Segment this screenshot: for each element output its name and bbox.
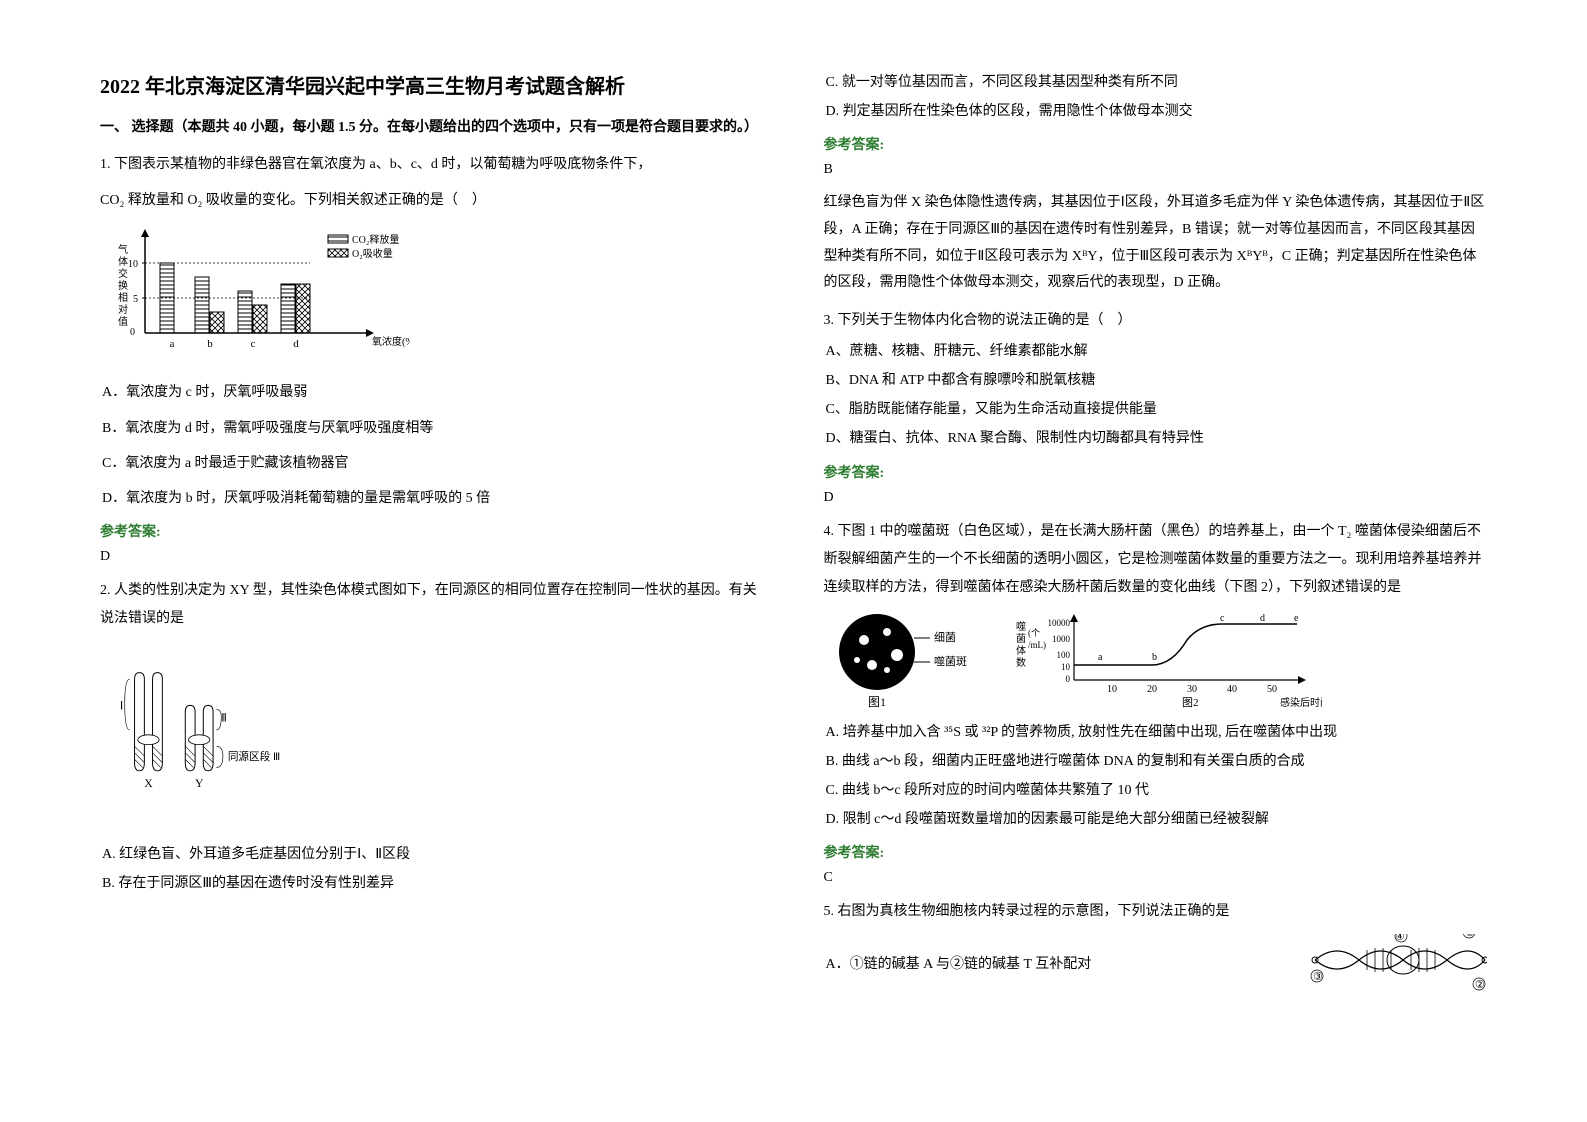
svg-text:图2: 图2 xyxy=(1182,696,1199,709)
svg-text:d: d xyxy=(1260,613,1265,624)
svg-text:CO₂释放量: CO₂释放量 xyxy=(352,233,399,246)
q3-option-c: C、脂肪既能储存能量，又能为生命活动直接提供能量 xyxy=(826,397,1488,422)
svg-text:感染后时间(min): 感染后时间(min) xyxy=(1280,696,1322,709)
q5-row: ① ② ③ ④ A．①链的碱基 A 与②链的碱基 T 互补配对 xyxy=(824,934,1488,994)
svg-text:10: 10 xyxy=(1061,662,1071,672)
svg-text:c: c xyxy=(251,338,256,350)
q2-option-a: A. 红绿色盲、外耳道多毛症基因位分别于Ⅰ、Ⅱ区段 xyxy=(102,842,764,867)
svg-text:100: 100 xyxy=(1056,650,1070,660)
svg-text:20: 20 xyxy=(1147,684,1157,695)
q3-stem: 3. 下列关于生物体内化合物的说法正确的是（ ） xyxy=(824,307,1488,335)
svg-text:10000: 10000 xyxy=(1047,618,1070,628)
svg-text:40: 40 xyxy=(1227,684,1237,695)
svg-text:/mL): /mL) xyxy=(1028,640,1046,650)
svg-text:气: 气 xyxy=(118,243,128,256)
q3-option-d: D、糖蛋白、抗体、RNA 聚合酶、限制性内切酶都具有特异性 xyxy=(826,426,1488,451)
q3-answer: D xyxy=(824,490,1488,506)
q2-option-d: D. 判定基因所在性染色体的区段，需用隐性个体做母本测交 xyxy=(826,99,1488,124)
svg-text:噬菌斑: 噬菌斑 xyxy=(934,654,967,668)
svg-text:噬: 噬 xyxy=(1016,620,1026,633)
svg-text:菌: 菌 xyxy=(1016,633,1026,645)
svg-text:O₂吸收量: O₂吸收量 xyxy=(352,247,393,260)
svg-text:5: 5 xyxy=(133,294,138,305)
page-columns: 2022 年北京海淀区清华园兴起中学高三生物月考试题含解析 一、 选择题（本题共… xyxy=(100,70,1487,994)
q5-stem: 5. 右图为真核生物细胞核内转录过程的示意图，下列说法正确的是 xyxy=(824,898,1488,926)
q1-chart: 10 5 气 体 交 换 相 对 值 0 a xyxy=(110,223,764,368)
q3-option-b: B、DNA 和 ATP 中都含有腺嘌呤和脱氧核糖 xyxy=(826,368,1488,393)
q4-option-d: D. 限制 c～d 段噬菌斑数量增加的因素最可能是绝大部分细菌已经被裂解 xyxy=(826,807,1488,832)
svg-text:b: b xyxy=(207,338,213,350)
right-column: C. 就一对等位基因而言，不同区段其基因型种类有所不同 D. 判定基因所在性染色… xyxy=(824,70,1488,994)
q1-stem-line2: CO₂ 释放量和 O₂ 吸收量的变化。下列相关叙述正确的是（ ） xyxy=(100,187,764,215)
q5-figure: ① ② ③ ④ xyxy=(1307,934,1487,994)
q1-answer: D xyxy=(100,549,764,565)
q4-option-a: A. 培养基中加入含 ³⁵S 或 ³²P 的营养物质, 放射性先在细菌中出现, … xyxy=(826,720,1488,745)
svg-text:X: X xyxy=(144,778,153,790)
svg-text:c: c xyxy=(1220,613,1225,624)
q2-option-c: C. 就一对等位基因而言，不同区段其基因型种类有所不同 xyxy=(826,70,1488,95)
left-column: 2022 年北京海淀区清华园兴起中学高三生物月考试题含解析 一、 选择题（本题共… xyxy=(100,70,764,994)
q2-diagram: Ⅰ Ⅱ 同源区段 Ⅲ X Y xyxy=(110,641,764,830)
svg-text:10: 10 xyxy=(1107,684,1117,695)
svg-text:0: 0 xyxy=(1065,674,1070,684)
svg-text:d: d xyxy=(293,338,299,350)
q1-option-c: C．氧浓度为 a 时最适于贮藏该植物器官 xyxy=(102,451,764,476)
q4-answer-label: 参考答案: xyxy=(824,842,1488,862)
svg-text:a: a xyxy=(1098,652,1103,663)
q2-stem: 2. 人类的性别决定为 XY 型，其性染色体模式图如下，在同源区的相同位置存在控… xyxy=(100,577,764,633)
svg-text:0: 0 xyxy=(130,327,135,338)
svg-text:数: 数 xyxy=(1016,656,1026,669)
svg-text:1000: 1000 xyxy=(1052,634,1071,644)
q3-option-a: A、蔗糖、核糖、肝糖元、纤维素都能水解 xyxy=(826,339,1488,364)
q1-option-b: B．氧浓度为 d 时，需氧呼吸强度与厌氧呼吸强度相等 xyxy=(102,416,764,441)
q1-option-a: A．氧浓度为 c 时，厌氧呼吸最弱 xyxy=(102,380,764,405)
svg-text:细菌: 细菌 xyxy=(934,631,956,644)
svg-text:Y: Y xyxy=(195,778,203,790)
svg-text:e: e xyxy=(1294,613,1299,624)
q1-answer-label: 参考答案: xyxy=(100,521,764,541)
svg-text:30: 30 xyxy=(1187,684,1197,695)
svg-text:交: 交 xyxy=(118,267,128,280)
q2-answer-label: 参考答案: xyxy=(824,134,1488,154)
q2-answer: B xyxy=(824,162,1488,178)
svg-text:a: a xyxy=(170,338,175,350)
svg-text:体: 体 xyxy=(118,256,128,268)
svg-text:同源区段 Ⅲ: 同源区段 Ⅲ xyxy=(228,750,280,763)
svg-text:10: 10 xyxy=(128,259,138,270)
section-1-heading: 一、 选择题（本题共 40 小题，每小题 1.5 分。在每小题给出的四个选项中，… xyxy=(100,117,764,139)
svg-text:(个: (个 xyxy=(1028,628,1040,638)
q3-answer-label: 参考答案: xyxy=(824,462,1488,482)
q4-figure-1: 细菌 噬菌斑 图1 xyxy=(832,610,982,710)
q1-stem-line1: 1. 下图表示某植物的非绿色器官在氧浓度为 a、b、c、d 时，以葡萄糖为呼吸底… xyxy=(100,151,764,179)
q4-answer: C xyxy=(824,870,1488,886)
q4-figure-2: 10000 1000 100 10 0 噬 菌 体 数 (个 /mL) 10 2… xyxy=(1012,610,1322,710)
q1-option-d: D．氧浓度为 b 时，厌氧呼吸消耗葡萄糖的量是需氧呼吸的 5 倍 xyxy=(102,486,764,511)
svg-text:50: 50 xyxy=(1267,684,1277,695)
svg-text:b: b xyxy=(1152,652,1157,663)
q4-stem: 4. 下图 1 中的噬菌斑（白色区域），是在长满大肠杆菌（黑色）的培养基上，由一… xyxy=(824,518,1488,602)
svg-text:图1: 图1 xyxy=(868,695,886,709)
svg-text:值: 值 xyxy=(118,315,128,328)
q2-option-b: B. 存在于同源区Ⅲ的基因在遗传时没有性别差异 xyxy=(102,871,764,896)
svg-text:体: 体 xyxy=(1016,645,1026,657)
q4-figures: 细菌 噬菌斑 图1 10000 1000 100 10 0 噬 菌 xyxy=(832,610,1488,710)
svg-text:相: 相 xyxy=(118,291,128,304)
svg-text:氧浓度(%): 氧浓度(%) xyxy=(372,335,410,348)
svg-text:Ⅰ: Ⅰ xyxy=(120,701,123,713)
svg-text:Ⅱ: Ⅱ xyxy=(221,713,227,725)
svg-text:对: 对 xyxy=(118,303,128,316)
page-title: 2022 年北京海淀区清华园兴起中学高三生物月考试题含解析 xyxy=(100,70,764,99)
svg-text:换: 换 xyxy=(118,279,128,292)
q2-explanation: 红绿色盲为伴 X 染色体隐性遗传病，其基因位于Ⅰ区段，外耳道多毛症为伴 Y 染色… xyxy=(824,190,1488,296)
q4-option-c: C. 曲线 b～c 段所对应的时间内噬菌体共繁殖了 10 代 xyxy=(826,778,1488,803)
q4-option-b: B. 曲线 a～b 段，细菌内正旺盛地进行噬菌体 DNA 的复制和有关蛋白质的合… xyxy=(826,749,1488,774)
